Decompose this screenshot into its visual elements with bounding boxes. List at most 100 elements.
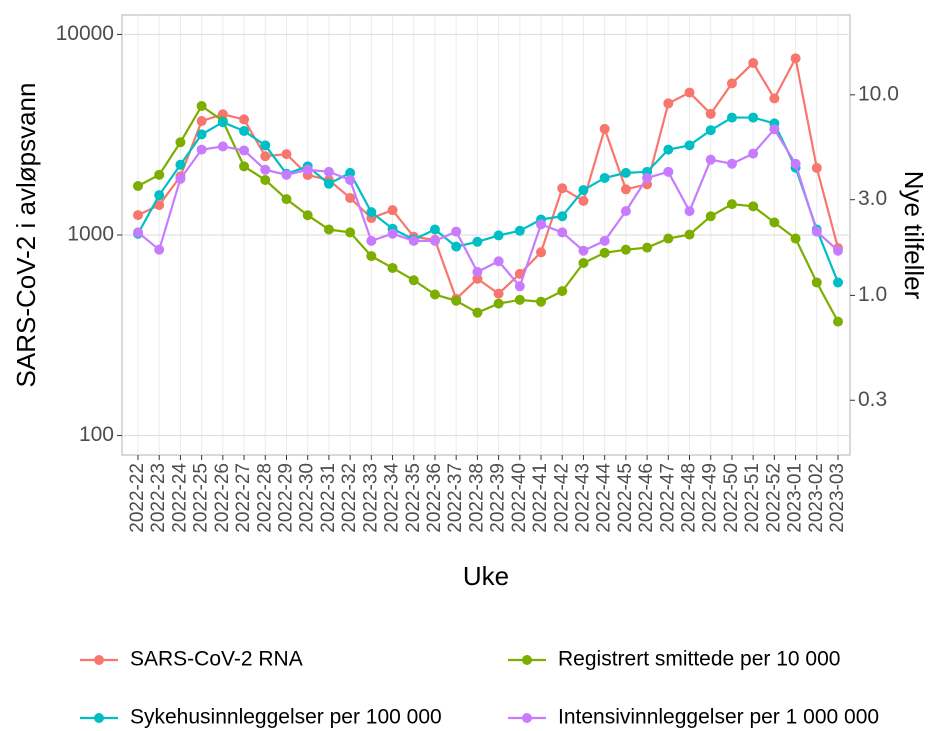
point [345, 192, 356, 203]
point [387, 262, 398, 273]
point [599, 172, 610, 183]
point [472, 307, 483, 318]
x-tick-label: 2022-33 [360, 463, 381, 533]
x-tick-label: 2022-48 [679, 463, 700, 533]
point [748, 58, 759, 69]
point [536, 219, 547, 230]
point [472, 273, 483, 284]
point [451, 226, 462, 237]
x-tick-label: 2022-42 [551, 463, 572, 533]
point [811, 226, 822, 237]
point [514, 281, 525, 292]
point [387, 205, 398, 216]
point [323, 166, 334, 177]
point [833, 316, 843, 327]
y2-tick-label: 0.3 [858, 388, 887, 411]
x-tick-label: 2022-35 [403, 463, 424, 533]
point [175, 159, 186, 170]
point [429, 289, 440, 300]
x-tick-label: 2022-36 [424, 463, 445, 533]
x-tick-label: 2022-24 [169, 463, 190, 533]
series-line [137, 127, 839, 289]
point [345, 227, 356, 238]
y2-axis-title: Nye tilfeller [899, 171, 929, 300]
point [705, 108, 716, 119]
point [769, 124, 780, 135]
x-tick-label: 2022-32 [339, 463, 360, 533]
x-tick-label: 2022-51 [742, 463, 763, 533]
point [239, 161, 250, 172]
point [833, 277, 843, 288]
legend-marker [522, 713, 532, 723]
x-tick-label: 2022-30 [297, 463, 318, 533]
point [620, 184, 631, 195]
x-tick-label: 2022-46 [636, 463, 657, 533]
y2-tick-label: 1.0 [858, 283, 887, 306]
point [769, 93, 780, 104]
series-line [137, 116, 840, 283]
x-tick-label: 2022-50 [721, 463, 742, 533]
legend-marker [94, 713, 104, 723]
x-tick-label: 2022-26 [212, 463, 233, 533]
x-tick-label: 2022-49 [700, 463, 721, 533]
point [260, 140, 271, 151]
point [196, 116, 207, 127]
legend-marker [94, 655, 104, 665]
x-tick-label: 2022-37 [445, 463, 466, 533]
series-line [137, 104, 839, 323]
x-tick-label: 2022-40 [509, 463, 530, 533]
x-tick-label: 2022-25 [191, 463, 212, 533]
point [302, 164, 313, 175]
point [451, 241, 462, 252]
point [196, 129, 207, 140]
point [217, 117, 228, 128]
point [408, 275, 419, 286]
x-tick-label: 2022-27 [233, 463, 254, 533]
point [748, 112, 759, 123]
x-tick-label: 2023-02 [806, 463, 827, 533]
y-tick-label: 1000 [67, 223, 114, 246]
point [281, 194, 292, 205]
point [196, 144, 207, 155]
point [493, 230, 504, 241]
point [366, 251, 377, 262]
point [536, 296, 547, 307]
x-tick-label: 2022-45 [615, 463, 636, 533]
point [726, 112, 737, 123]
point [154, 190, 165, 201]
point [260, 164, 271, 175]
point [557, 227, 568, 238]
x-tick-label: 2022-22 [127, 463, 148, 533]
point [578, 258, 589, 269]
x-tick-label: 2022-28 [254, 463, 275, 533]
point [642, 172, 653, 183]
point [133, 210, 143, 221]
point [493, 298, 504, 309]
point [684, 87, 695, 98]
point [663, 166, 674, 177]
point [705, 154, 716, 165]
point [705, 211, 716, 222]
point [387, 228, 398, 239]
point [154, 169, 165, 180]
y2-tick-label: 10.0 [858, 82, 899, 105]
point [323, 224, 334, 235]
point [472, 266, 483, 277]
point [196, 100, 207, 111]
point [748, 148, 759, 159]
point [726, 158, 737, 169]
legend-marker [522, 655, 532, 665]
point [705, 125, 716, 136]
point [514, 294, 525, 305]
point [557, 286, 568, 297]
legend-label: Registrert smittede per 10 000 [558, 648, 840, 671]
point [748, 201, 759, 212]
x-tick-label: 2022-34 [382, 463, 403, 533]
x-tick-label: 2022-23 [148, 463, 169, 533]
x-tick-label: 2022-41 [530, 463, 551, 533]
x-tick-label: 2022-43 [572, 463, 593, 533]
x-tick-label: 2022-38 [466, 463, 487, 533]
legend-label: Sykehusinnleggelser per 100 000 [130, 706, 442, 729]
point [769, 217, 780, 228]
